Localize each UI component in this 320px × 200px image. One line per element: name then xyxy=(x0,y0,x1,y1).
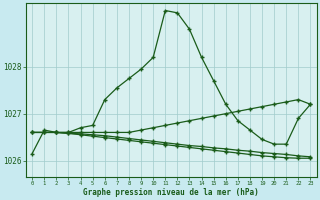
X-axis label: Graphe pression niveau de la mer (hPa): Graphe pression niveau de la mer (hPa) xyxy=(84,188,259,197)
